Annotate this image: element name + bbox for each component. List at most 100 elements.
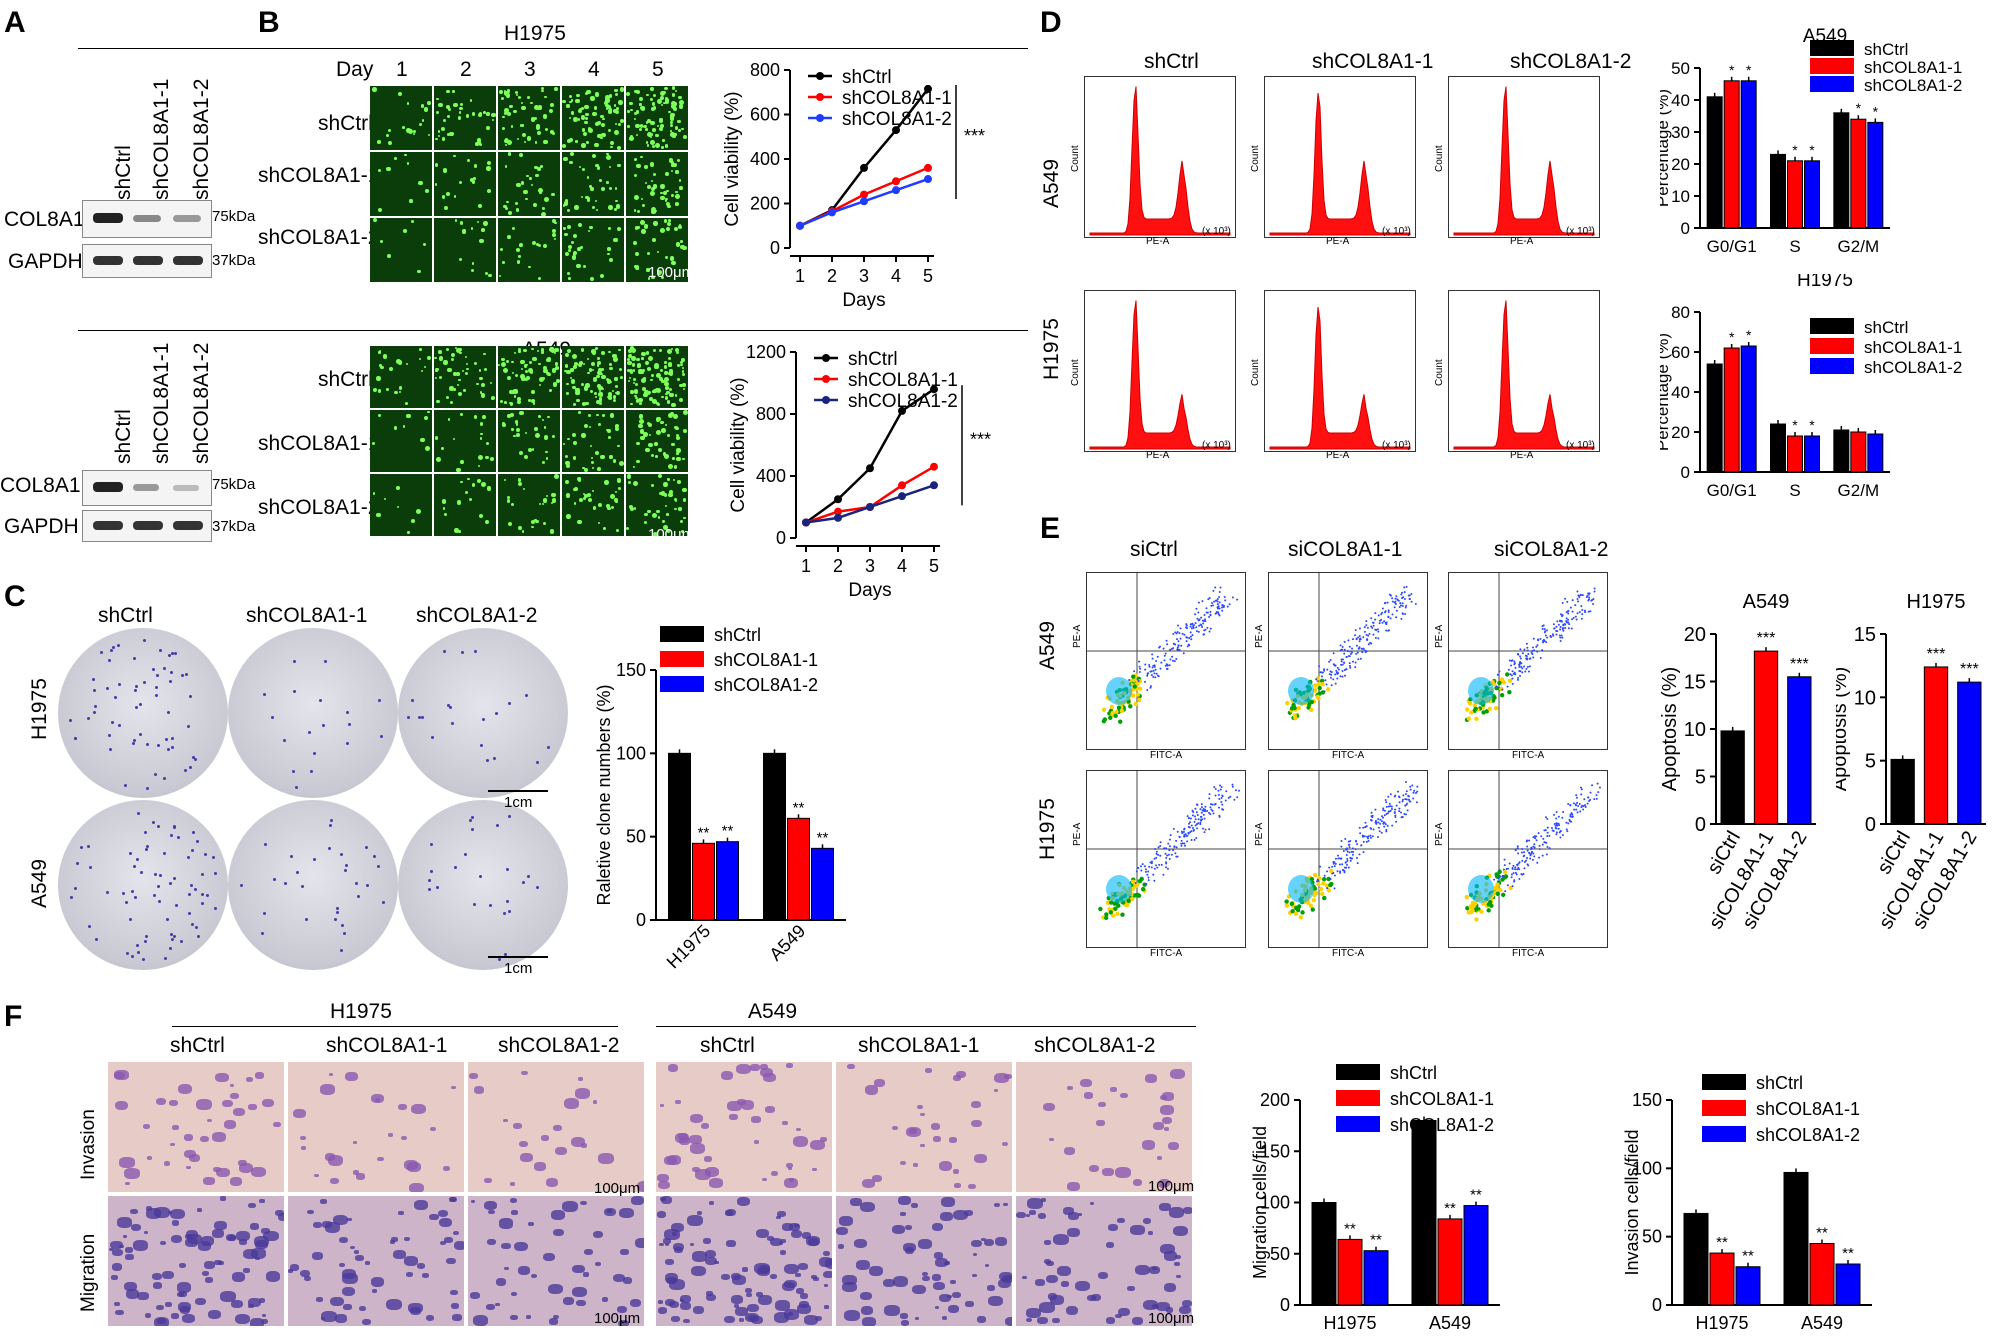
fluorescence-image: [370, 152, 432, 216]
flow-event: [1376, 628, 1379, 631]
flow-event: [1503, 858, 1506, 861]
flow-event: [1228, 603, 1231, 606]
flow-event: [1187, 817, 1190, 820]
legend-dot-sh2: [816, 114, 824, 122]
sig-label: **: [793, 799, 805, 816]
flow-event: [1153, 665, 1156, 668]
c-col-sh2: shCOL8A1-2: [416, 604, 538, 627]
flow-event: [1507, 689, 1512, 695]
flow-event: [1544, 816, 1547, 819]
flow-event: [1542, 639, 1545, 642]
flow-event: [1191, 809, 1194, 812]
flow-event: [1464, 894, 1469, 900]
flow-event: [1580, 788, 1583, 791]
flow-event: [1298, 915, 1303, 920]
flow-event: [1572, 802, 1575, 805]
flow-event: [1367, 835, 1370, 838]
legend-swatch-2: [660, 676, 704, 692]
flow-event: [1368, 632, 1371, 635]
flow-event: [1165, 639, 1168, 642]
flow-event: [1537, 639, 1540, 642]
legend-label-1: shCOL8A1-1: [1390, 1089, 1494, 1109]
flow-event: [1113, 906, 1118, 911]
b-row-sh1-a549: shCOL8A1-1: [258, 432, 380, 455]
flow-event: [1334, 857, 1337, 860]
flow-event: [1473, 706, 1478, 712]
flow-dot-plot: [1448, 770, 1608, 948]
sig-label: ***: [1960, 661, 1979, 678]
flow-event: [1588, 598, 1591, 601]
flow-event: [1176, 638, 1179, 641]
flow-event: [1221, 606, 1224, 609]
flow-event: [1533, 843, 1536, 846]
x-tick-label: 1: [801, 556, 811, 576]
flow-event: [1546, 817, 1549, 820]
flow-event: [1511, 682, 1514, 685]
flow-event: [1503, 864, 1506, 867]
flow-event: [1362, 826, 1365, 829]
blot-gapdh-a549: [82, 510, 212, 542]
flow-event: [1519, 675, 1522, 678]
bar-sicol8a1-2: [1957, 681, 1982, 825]
flow-event: [1196, 814, 1199, 817]
flow-event: [1204, 620, 1207, 623]
flow-event: [1565, 621, 1568, 624]
flow-x-label: FITC-A: [1512, 948, 1545, 959]
x-axis-label: Days: [842, 290, 885, 311]
flow-event: [1181, 632, 1184, 635]
flow-event: [1143, 865, 1146, 868]
flow-event: [1383, 825, 1386, 828]
transwell-image: [836, 1196, 1012, 1326]
flow-event: [1535, 645, 1538, 648]
flow-event: [1387, 609, 1390, 612]
flow-event: [1289, 901, 1295, 907]
flow-event: [1333, 874, 1336, 877]
density-core: [1106, 677, 1132, 705]
flow-event: [1341, 675, 1344, 678]
flow-event: [1165, 866, 1168, 869]
bar-shctrl: [1411, 1120, 1437, 1306]
d-col-sh2: shCOL8A1-2: [1510, 50, 1632, 73]
flow-event: [1345, 866, 1348, 869]
flow-event: [1162, 873, 1165, 876]
point-shctrl: [930, 385, 938, 394]
flow-event: [1352, 847, 1355, 850]
colony-plate-h1975-sh2: [398, 628, 568, 798]
d-row-a549: A549: [1040, 158, 1063, 208]
flow-event: [1150, 866, 1153, 869]
flow-event: [1561, 834, 1564, 837]
b-day-3: 3: [524, 58, 536, 81]
flow-event: [1175, 839, 1178, 842]
d-row-h1975: H1975: [1040, 318, 1063, 380]
flow-event: [1377, 614, 1380, 617]
f-scale-2: 100μm: [1148, 1178, 1195, 1195]
flow-event: [1133, 701, 1139, 707]
flow-event: [1152, 669, 1155, 672]
flow-event: [1401, 815, 1404, 818]
flow-event: [1384, 798, 1387, 801]
flow-event: [1309, 707, 1314, 713]
b-day-4: 4: [588, 58, 600, 81]
flow-event: [1595, 797, 1598, 800]
fluorescence-image: [498, 410, 560, 472]
flow-event: [1155, 672, 1158, 675]
flow-event: [1516, 863, 1519, 866]
flow-event: [1177, 624, 1180, 627]
flow-event: [1590, 599, 1593, 602]
flow-event: [1364, 651, 1367, 654]
flow-event: [1382, 809, 1385, 812]
legend-label-2: shCOL8A1-2: [1864, 358, 1962, 377]
flow-y-label: PE-A: [1072, 822, 1083, 846]
flow-event: [1501, 892, 1506, 898]
flow-event: [1189, 625, 1192, 628]
legend-swatch-0: [1336, 1064, 1380, 1080]
transwell-image: [468, 1196, 644, 1326]
flow-event: [1386, 601, 1389, 604]
c-scale-1: 1cm: [504, 794, 533, 811]
flow-event: [1321, 671, 1324, 674]
y-axis-label: Cell viability (%): [728, 377, 749, 512]
flow-event: [1168, 664, 1171, 667]
bar-shcol8a1-2: [1363, 1250, 1389, 1306]
flow-event: [1147, 879, 1150, 882]
y-axis-label: Cell viability (%): [722, 91, 743, 226]
